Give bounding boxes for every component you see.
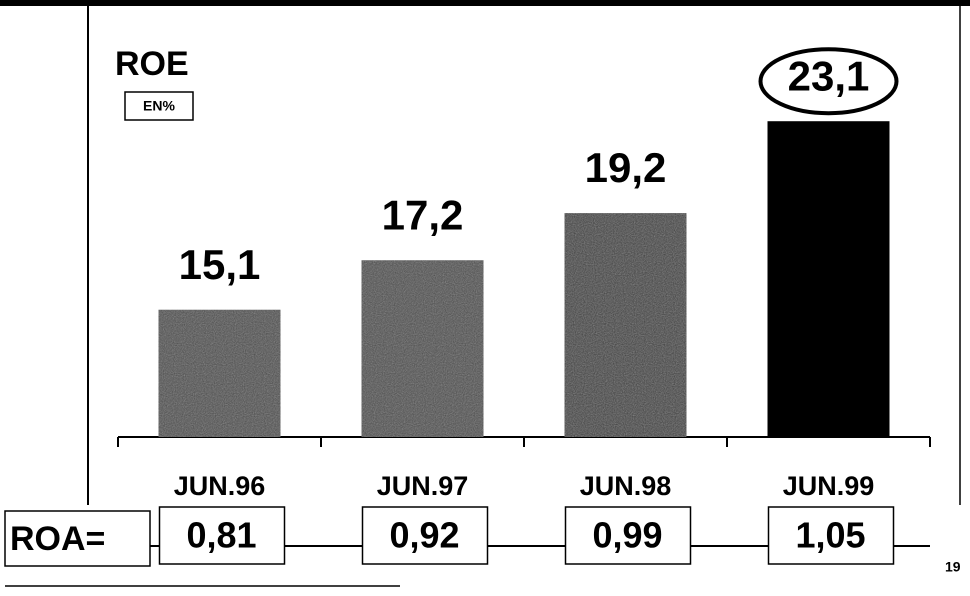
top-border [0,0,970,6]
roa-label-box [4,510,151,567]
value-label: 19,2 [585,144,667,191]
value-label: 23,1 [788,52,870,99]
value-label: 17,2 [382,191,464,238]
roa-label: ROA= [10,520,105,558]
roa-value: 0,81 [186,515,256,556]
roa-box [158,506,286,565]
x-tick-label: JUN.97 [377,471,469,501]
roa-value: 0,92 [389,515,459,556]
bar [564,213,687,437]
x-tick-label: JUN.98 [580,471,672,501]
x-tick-label: JUN.96 [174,471,266,501]
roa-box [564,506,692,565]
subtitle-box [124,91,194,121]
roa-box [767,506,895,565]
page-number: 19 [945,559,961,575]
roa-value: 1,05 [795,515,865,556]
roa-box [361,506,489,565]
highlight-ellipse [758,47,899,116]
chart-title: ROE [115,45,189,83]
bar [361,260,484,437]
x-tick-label: JUN.99 [783,471,875,501]
bar [767,121,890,438]
bar [158,309,281,437]
value-label: 15,1 [179,241,261,288]
roa-value: 0,99 [592,515,662,556]
chart-subtitle: EN% [143,98,175,114]
